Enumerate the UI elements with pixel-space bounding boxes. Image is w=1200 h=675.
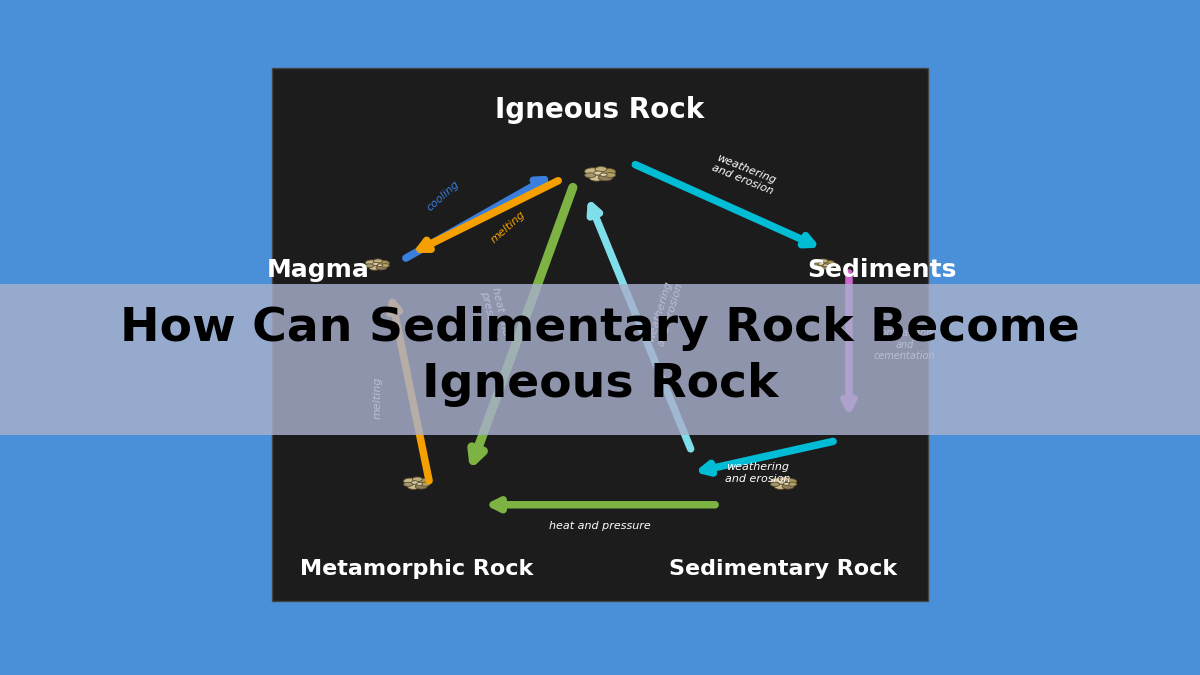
Ellipse shape <box>372 263 379 265</box>
Ellipse shape <box>787 482 797 486</box>
Ellipse shape <box>366 264 374 267</box>
Ellipse shape <box>413 477 422 481</box>
Ellipse shape <box>590 170 610 178</box>
Ellipse shape <box>370 262 384 268</box>
Text: melting: melting <box>372 377 383 419</box>
Text: compaction
and
cementation: compaction and cementation <box>874 328 936 361</box>
Text: Metamorphic Rock: Metamorphic Rock <box>300 559 533 578</box>
Ellipse shape <box>782 484 794 489</box>
Ellipse shape <box>594 171 602 175</box>
Ellipse shape <box>816 262 830 268</box>
Ellipse shape <box>584 173 595 178</box>
Ellipse shape <box>600 173 607 176</box>
Text: cooling: cooling <box>425 178 461 213</box>
Ellipse shape <box>416 479 430 485</box>
Ellipse shape <box>377 261 389 266</box>
Ellipse shape <box>599 175 612 181</box>
Text: heat and
pressure: heat and pressure <box>479 286 511 340</box>
Text: weathering
and erosion: weathering and erosion <box>709 152 779 196</box>
Ellipse shape <box>420 482 430 486</box>
Text: melting: melting <box>490 209 528 246</box>
Circle shape <box>373 265 380 269</box>
Ellipse shape <box>600 168 616 176</box>
Ellipse shape <box>415 484 427 489</box>
Text: How Can Sedimentary Rock Become
Igneous Rock: How Can Sedimentary Rock Become Igneous … <box>120 306 1080 406</box>
Text: weathering
and erosion: weathering and erosion <box>646 278 685 347</box>
Ellipse shape <box>595 167 607 172</box>
Ellipse shape <box>403 478 416 484</box>
Ellipse shape <box>412 481 419 484</box>
Text: Sedimentary Rock: Sedimentary Rock <box>670 559 898 578</box>
Ellipse shape <box>818 259 828 263</box>
Ellipse shape <box>403 483 413 487</box>
Ellipse shape <box>416 483 422 485</box>
Ellipse shape <box>408 480 425 487</box>
Ellipse shape <box>770 478 784 484</box>
Ellipse shape <box>775 480 792 487</box>
Ellipse shape <box>811 260 823 265</box>
Ellipse shape <box>827 264 835 267</box>
Ellipse shape <box>784 479 797 485</box>
Ellipse shape <box>380 264 389 267</box>
Text: heat and pressure: heat and pressure <box>550 521 650 531</box>
Ellipse shape <box>376 265 386 270</box>
Text: weathering
and erosion: weathering and erosion <box>725 462 790 483</box>
Ellipse shape <box>373 259 383 263</box>
Circle shape <box>376 266 379 268</box>
Text: Igneous Rock: Igneous Rock <box>496 96 704 124</box>
Ellipse shape <box>774 484 786 489</box>
Ellipse shape <box>818 263 824 265</box>
Circle shape <box>372 264 382 269</box>
Ellipse shape <box>778 481 786 484</box>
Ellipse shape <box>584 168 600 175</box>
FancyBboxPatch shape <box>0 284 1200 435</box>
FancyBboxPatch shape <box>272 68 928 601</box>
Ellipse shape <box>823 264 828 267</box>
Ellipse shape <box>605 173 616 178</box>
Ellipse shape <box>823 261 835 266</box>
Text: Sediments: Sediments <box>808 258 956 282</box>
Ellipse shape <box>784 483 790 485</box>
Ellipse shape <box>822 265 833 270</box>
Ellipse shape <box>370 265 380 270</box>
Ellipse shape <box>589 175 604 181</box>
Ellipse shape <box>377 264 383 267</box>
Ellipse shape <box>779 477 790 481</box>
Ellipse shape <box>366 260 378 265</box>
Ellipse shape <box>770 483 780 487</box>
Ellipse shape <box>408 484 420 489</box>
Ellipse shape <box>815 265 826 270</box>
Text: Magma: Magma <box>266 258 370 282</box>
Ellipse shape <box>811 264 820 267</box>
